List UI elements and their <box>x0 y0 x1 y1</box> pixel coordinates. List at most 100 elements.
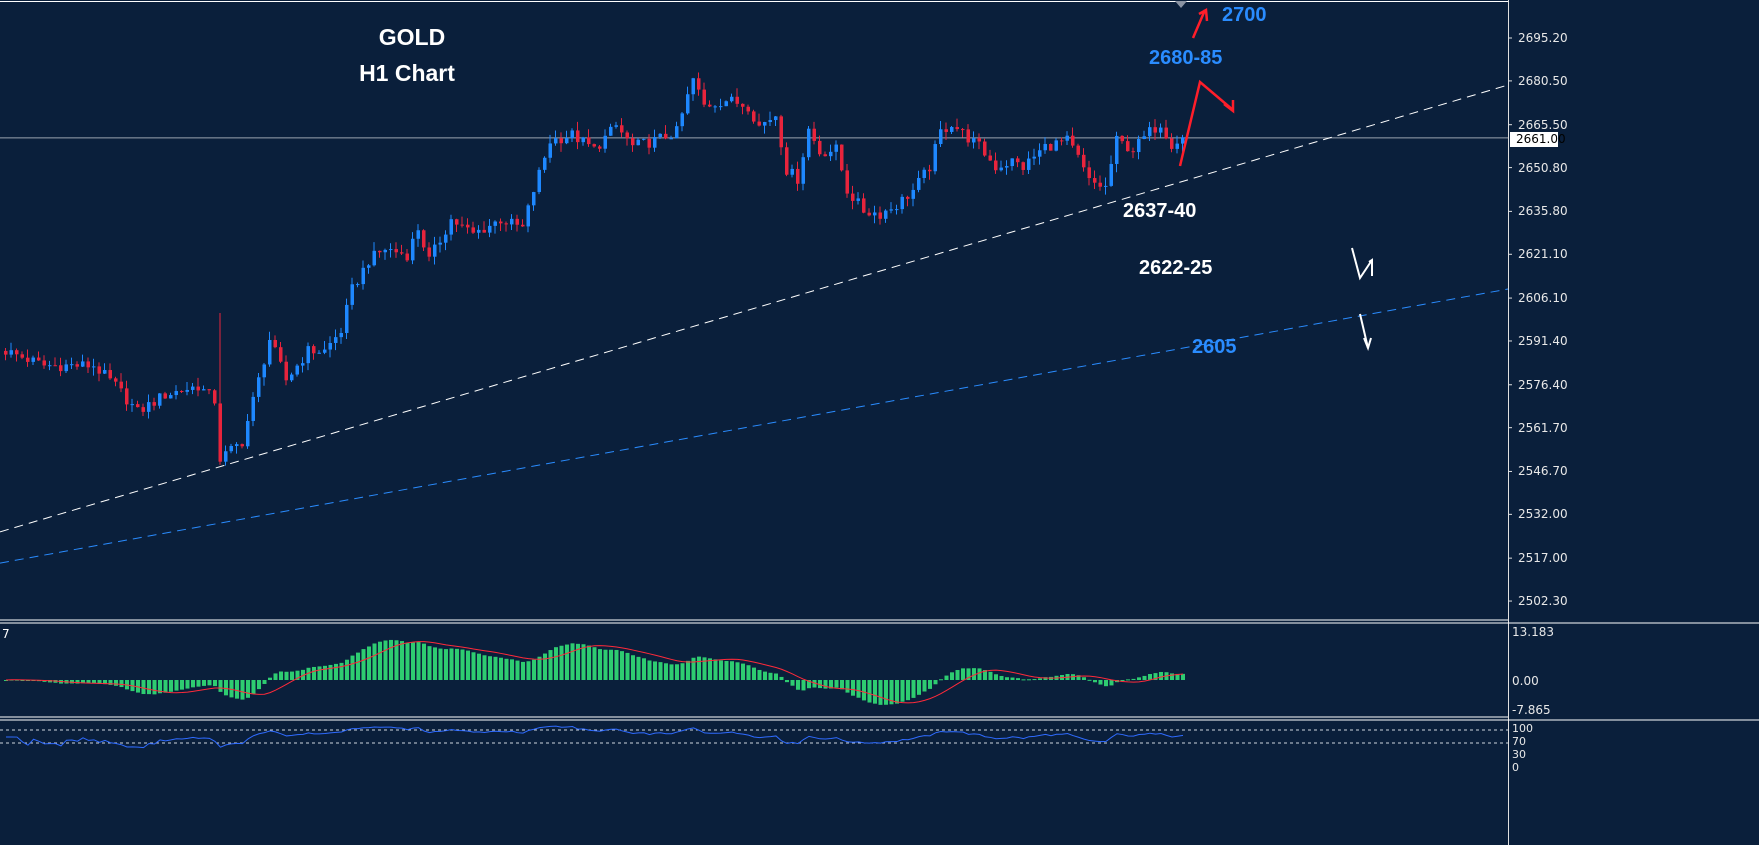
candle-body <box>1148 127 1152 137</box>
price-tick: 2591.40 <box>1518 333 1568 348</box>
candle-body <box>493 221 497 226</box>
macd-bar <box>312 666 316 680</box>
candle-body <box>559 138 563 144</box>
candle-body <box>1164 127 1168 139</box>
macd-bar <box>691 657 696 680</box>
candle-body <box>807 128 811 158</box>
candle-body <box>444 234 448 243</box>
macd-bar <box>279 671 283 680</box>
candle-body <box>603 135 607 149</box>
macd-bar <box>620 651 624 680</box>
candle-body <box>31 357 35 362</box>
candle-body <box>642 138 646 140</box>
macd-bar <box>141 680 146 695</box>
macd-bar <box>180 680 184 690</box>
candle-body <box>180 391 184 393</box>
macd-bar <box>361 649 366 680</box>
candle-body <box>169 395 173 399</box>
candle-body <box>697 78 701 90</box>
candle-body <box>433 244 437 257</box>
macd-bar <box>543 653 547 680</box>
candle-body <box>48 365 52 367</box>
macd-bar <box>906 680 910 701</box>
macd-bar <box>213 680 217 687</box>
macd-bar <box>686 660 690 680</box>
macd-bar <box>647 660 652 680</box>
candle-body <box>862 198 866 213</box>
candle-body <box>917 177 921 190</box>
candle-body <box>477 229 481 233</box>
candle-body <box>466 224 470 228</box>
macd-bar <box>207 680 212 686</box>
candle-body <box>724 101 728 107</box>
macd-bar <box>972 668 976 680</box>
candle-body <box>867 212 871 216</box>
price-tick: 2680.50 <box>1518 73 1568 88</box>
macd-bar <box>664 663 668 680</box>
macd-bar <box>763 671 767 680</box>
candle-body <box>581 137 585 143</box>
candle-body <box>136 404 140 408</box>
macd-bar <box>119 680 124 688</box>
candle-body <box>631 138 635 146</box>
candle-body <box>1032 156 1036 159</box>
candle-body <box>191 386 195 390</box>
macd-bar <box>878 680 883 705</box>
candle-body <box>796 168 800 184</box>
macd-bar <box>1043 677 1048 680</box>
candle-body <box>273 340 277 348</box>
candle-body <box>856 198 860 201</box>
candle-body <box>323 349 327 353</box>
candle-body <box>845 170 849 194</box>
macd-bar <box>768 672 773 680</box>
macd-bar <box>499 657 503 680</box>
macd-bar <box>939 679 943 681</box>
macd-bar <box>1010 677 1015 680</box>
macd-tick: -7.865 <box>1512 703 1551 717</box>
chart-shift-marker-icon[interactable] <box>1175 1 1187 8</box>
candle-body <box>4 350 8 355</box>
candle-body <box>933 144 937 172</box>
macd-bar <box>1093 680 1097 683</box>
macd-bar <box>433 647 437 680</box>
candle-body <box>185 389 189 392</box>
annotation-2700: 2700 <box>1222 4 1267 26</box>
candle-body <box>240 444 244 447</box>
macd-bar <box>394 640 399 680</box>
macd-bar <box>317 666 322 680</box>
macd-bar <box>867 680 872 703</box>
candle-body <box>389 249 393 251</box>
macd-bar <box>1104 680 1108 687</box>
macd-bar <box>196 680 201 687</box>
macd-bar <box>570 643 575 680</box>
macd-bar <box>790 680 795 686</box>
macd-bar <box>438 648 443 680</box>
candle-body <box>994 160 998 171</box>
macd-bar <box>1153 673 1158 680</box>
candle-body <box>416 230 420 239</box>
macd-bar <box>460 649 465 680</box>
candle-body <box>224 451 228 462</box>
candle-body <box>290 374 294 381</box>
candle-body <box>130 404 134 406</box>
macd-bar <box>224 680 228 696</box>
candle-body <box>774 116 778 121</box>
candle-body <box>438 242 442 245</box>
candle-body <box>1126 141 1130 152</box>
candle-body <box>1043 143 1047 151</box>
macd-bar <box>510 659 514 680</box>
candle-body <box>911 189 915 199</box>
macd-bar <box>636 656 641 680</box>
candle-body <box>719 106 723 108</box>
macd-bar <box>697 656 701 680</box>
macd-bar <box>1126 679 1130 681</box>
candle-body <box>81 361 85 367</box>
candle-body <box>691 78 695 95</box>
candle-body <box>257 377 261 397</box>
candle-body <box>70 364 74 366</box>
macd-bar <box>818 680 822 689</box>
macd-bar <box>1032 679 1037 681</box>
candle-body <box>334 337 338 343</box>
macd-bar <box>345 659 349 680</box>
macd-bar <box>988 671 993 680</box>
